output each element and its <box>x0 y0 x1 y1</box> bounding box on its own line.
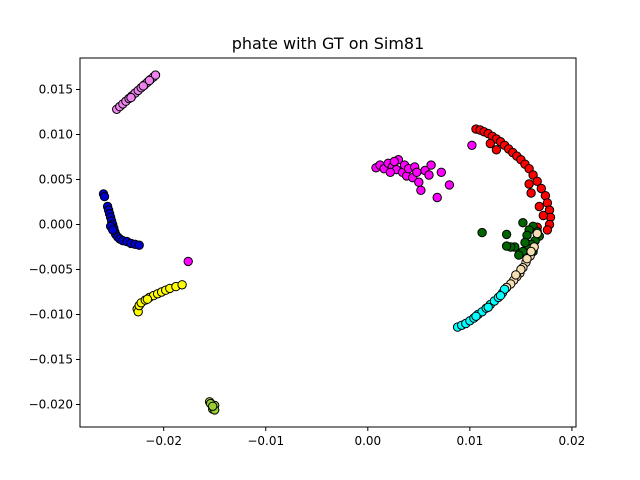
scatter-point-4-0 <box>477 227 487 238</box>
x-tick-label: −0.02 <box>145 434 182 448</box>
scatter-point-4-17 <box>520 237 530 248</box>
x-tick-label: 0.00 <box>354 434 381 448</box>
scatter-point-0-16 <box>144 75 155 86</box>
scatter-point-2-0 <box>183 256 193 267</box>
scatter-point-3-22 <box>542 225 553 235</box>
scatter-point-5-12 <box>511 270 521 280</box>
y-tick-label: −0.010 <box>29 308 73 322</box>
scatter-point-2-16 <box>416 185 426 196</box>
scatter-point-2-24 <box>385 167 395 178</box>
y-tick-label: 0.010 <box>39 128 73 142</box>
y-axis: −0.020 −0.015 −0.010 −0.005 0.000 0.005 0.010 0… <box>29 83 80 412</box>
y-tick-label: 0.005 <box>39 173 73 187</box>
scatter-point-3-23 <box>485 138 495 149</box>
scatter-point-7-13 <box>142 294 153 304</box>
scatter-point-2-18 <box>424 170 434 180</box>
scatter-point-3-15 <box>532 176 542 187</box>
scatter-point-2-23 <box>467 140 477 151</box>
scatter-point-4-10 <box>514 250 524 260</box>
data-points <box>98 70 556 415</box>
scatter-point-3-27 <box>538 210 548 221</box>
plot-frame <box>79 57 577 428</box>
chart-title: phate with GT on Sim81 <box>232 34 425 53</box>
scatter-point-2-20 <box>432 192 442 203</box>
scatter-point-1-1 <box>99 191 110 202</box>
y-tick-label: −0.005 <box>29 263 73 277</box>
scatter-point-2-21 <box>436 167 446 178</box>
scatter-point-8-7 <box>208 401 218 411</box>
scatter-point-6-14 <box>483 302 493 312</box>
y-tick-label: 0.015 <box>39 83 73 97</box>
x-tick-label: 0.02 <box>559 434 586 448</box>
scatter-point-6-15 <box>495 290 506 301</box>
scatter-point-5-0 <box>532 228 542 239</box>
scatter-point-2-14 <box>412 167 422 178</box>
scatter-point-0-13 <box>150 70 161 80</box>
scatter-point-2-22 <box>444 180 455 190</box>
scatter-point-2-25 <box>389 156 399 167</box>
x-tick-label: 0.01 <box>457 434 484 448</box>
scatter-point-1-19 <box>108 225 118 235</box>
scatter-point-3-16 <box>536 183 546 194</box>
scatter-point-2-19 <box>426 160 436 170</box>
scatter-point-4-2 <box>518 218 528 228</box>
x-tick-label: −0.01 <box>247 434 284 448</box>
scatter-point-3-26 <box>534 201 544 212</box>
scatter-point-7-12 <box>177 280 187 290</box>
scatter-point-3-25 <box>526 188 536 198</box>
scatter-point-3-29 <box>524 179 534 189</box>
scatter-point-4-1 <box>501 229 512 240</box>
scatter-point-5-10 <box>522 254 532 264</box>
scatter-point-2-15 <box>414 177 424 187</box>
scatter-point-6-13 <box>471 311 481 321</box>
y-tick-label: 0.000 <box>39 218 73 232</box>
x-axis: −0.02 −0.01 0.00 0.01 0.02 <box>145 427 585 448</box>
scatter-point-4-13 <box>501 241 512 251</box>
scatter-point-1-17 <box>134 240 144 250</box>
scatter-point-0-14 <box>126 92 136 103</box>
y-tick-label: −0.015 <box>29 353 73 367</box>
scatter-point-0-15 <box>138 81 149 91</box>
y-tick-label: −0.020 <box>29 398 73 412</box>
scatter-point-5-13 <box>526 246 536 257</box>
scatter-point-3-24 <box>491 145 502 155</box>
